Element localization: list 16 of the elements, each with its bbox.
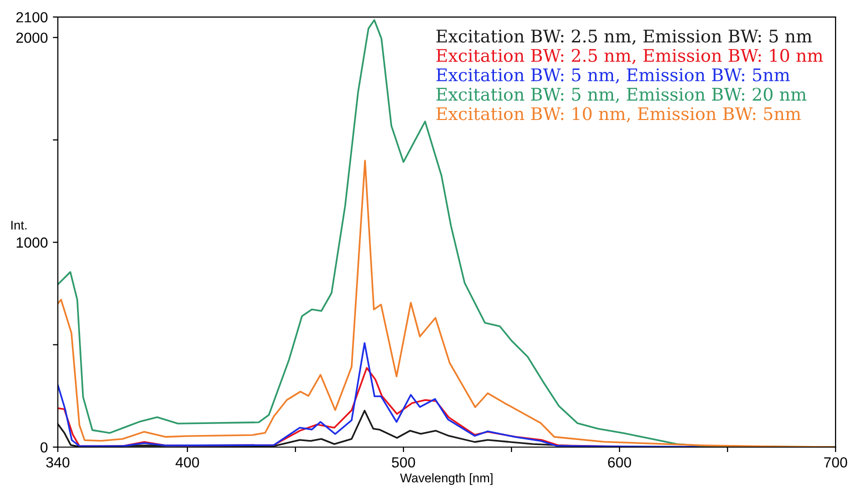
y-tick-label: 2000: [16, 32, 48, 43]
x-axis-title: Wavelength [nm]: [400, 473, 492, 485]
y-tick-label: 2100: [16, 12, 48, 22]
x-tick-label: 600: [608, 457, 632, 468]
x-tick-label: 400: [176, 457, 200, 468]
y-tick-label: 0: [40, 442, 48, 453]
text: Excitation BW: 5 nm, Emission BW: 5nm: [436, 68, 790, 84]
y-axis-title: Int.: [11, 220, 26, 230]
text: Excitation BW: 10 nm, Emission BW: 5nm: [436, 107, 801, 122]
x-tick-label: 340: [46, 457, 70, 468]
x-tick-label: 700: [824, 457, 848, 468]
y-tick-label: 1000: [16, 237, 48, 248]
text: Excitation BW: 2.5 nm, Emission BW: 5 nm: [436, 29, 812, 45]
x-tick-label: 500: [392, 457, 416, 468]
text: Excitation BW: 2.5 nm, Emission BW: 10 nm: [436, 48, 823, 64]
series-label: Excitation BW: 5 nm, Emission BW: 20 nm: [436, 88, 806, 103]
